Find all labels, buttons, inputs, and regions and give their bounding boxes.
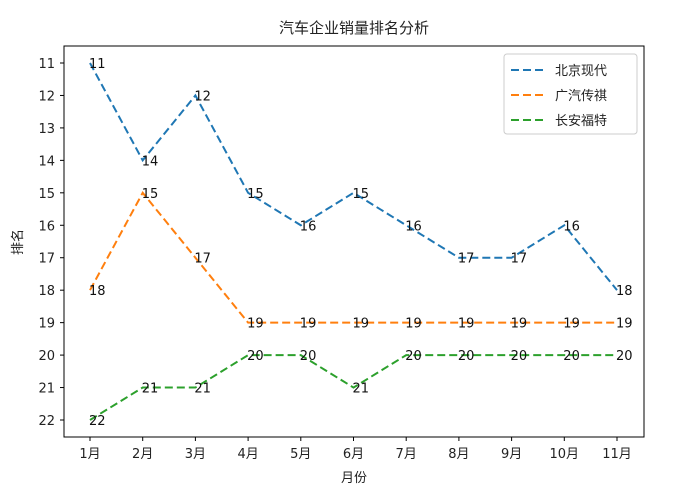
data-label: 20: [247, 349, 264, 364]
data-label: 20: [511, 349, 528, 364]
data-label: 17: [511, 252, 528, 267]
y-axis-label: 排名: [10, 229, 26, 255]
y-tick-label: 15: [38, 187, 55, 202]
data-label: 16: [405, 219, 422, 234]
legend-entry: 广汽传祺: [555, 89, 607, 104]
series-line: [89, 62, 618, 291]
data-label: 19: [616, 317, 633, 332]
data-label: 19: [247, 317, 264, 332]
x-tick-label: 11月: [602, 447, 632, 462]
x-axis-label: 月份: [341, 471, 367, 486]
data-label: 21: [194, 382, 211, 397]
data-label: 19: [353, 317, 370, 332]
x-tick-label: 1月: [79, 447, 100, 462]
y-tick-label: 12: [38, 89, 55, 104]
y-tick-label: 13: [38, 122, 55, 137]
data-label: 17: [458, 252, 475, 267]
x-axis: 1月 2月 3月 4月 5月 6月 7月 8月 9月 10月 11月: [79, 437, 632, 462]
y-tick-label: 14: [38, 154, 55, 169]
data-label: 19: [458, 317, 475, 332]
data-label: 20: [458, 349, 475, 364]
y-tick-label: 18: [38, 284, 55, 299]
data-label: 19: [563, 317, 580, 332]
x-tick-label: 5月: [290, 447, 311, 462]
data-labels: 11 14 12 15 16 15 16 17 17 16 18 18 15 17 19 19 19 19 19 19…: [89, 57, 633, 429]
y-tick-label: 21: [38, 382, 55, 397]
y-tick-label: 17: [38, 252, 55, 267]
data-label: 15: [142, 187, 159, 202]
chart-title: 汽车企业销量排名分析: [279, 19, 429, 37]
data-label: 12: [194, 89, 211, 104]
data-label: 19: [300, 317, 317, 332]
data-label: 14: [142, 154, 159, 169]
x-tick-label: 10月: [550, 447, 580, 462]
x-tick-label: 7月: [396, 447, 417, 462]
x-tick-label: 4月: [237, 447, 258, 462]
x-tick-label: 9月: [501, 447, 522, 462]
y-axis: 11 12 13 14 15 16 17 18 19 20 21 22: [38, 57, 64, 429]
data-label: 15: [353, 187, 370, 202]
data-label: 21: [142, 382, 159, 397]
data-label: 22: [89, 414, 106, 429]
x-tick-label: 6月: [343, 447, 364, 462]
data-label: 11: [89, 57, 106, 72]
data-label: 18: [616, 284, 633, 299]
y-tick-label: 11: [38, 57, 55, 72]
series-line: [89, 354, 617, 421]
data-label: 19: [511, 317, 528, 332]
data-label: 17: [194, 252, 211, 267]
data-label: 21: [353, 382, 370, 397]
data-label: 16: [563, 219, 580, 234]
data-label: 18: [89, 284, 106, 299]
x-tick-label: 8月: [448, 447, 469, 462]
legend-entry: 长安福特: [555, 114, 607, 129]
series-layer: [89, 62, 618, 421]
data-label: 20: [616, 349, 633, 364]
data-label: 16: [300, 219, 317, 234]
legend-entry: 北京现代: [555, 64, 607, 79]
y-tick-label: 20: [38, 349, 55, 364]
legend-box: [503, 53, 638, 135]
y-tick-label: 16: [38, 219, 55, 234]
y-tick-label: 19: [38, 317, 55, 332]
data-label: 20: [300, 349, 317, 364]
series-line: [89, 191, 617, 324]
x-tick-label: 2月: [132, 447, 153, 462]
y-tick-label: 22: [38, 414, 55, 429]
data-label: 15: [247, 187, 264, 202]
data-label: 20: [563, 349, 580, 364]
data-label: 20: [405, 349, 422, 364]
data-label: 19: [405, 317, 422, 332]
x-tick-label: 3月: [185, 447, 206, 462]
